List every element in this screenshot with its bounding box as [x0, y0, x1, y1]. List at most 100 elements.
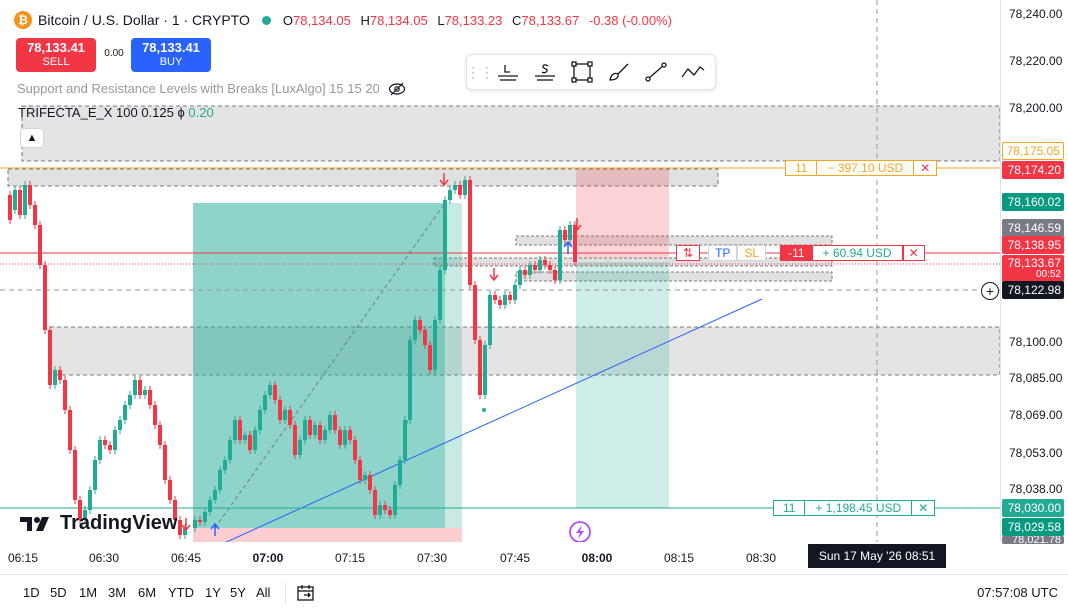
candle-body — [518, 270, 522, 285]
trifecta-params: 100 0.125 — [116, 105, 174, 120]
candle-body — [498, 300, 502, 305]
long-position-target[interactable] — [193, 203, 462, 528]
candle-body — [218, 470, 222, 490]
range-button-5d[interactable]: 5D — [50, 585, 67, 600]
symbol-legend[interactable]: ₿ Bitcoin / U.S. Dollar · 1 · CRYPTO O78… — [14, 11, 678, 29]
candle-body — [223, 460, 227, 470]
order-tag-bottom[interactable]: 11 + 1,198.45 USD ✕ — [773, 500, 936, 516]
horizontal-line-s-tool[interactable] — [528, 58, 561, 86]
candle-body — [378, 505, 382, 515]
indicator-trifecta-legend[interactable]: TRIFECTA_E_X 100 0.125 ϕ 0.20 — [18, 105, 214, 120]
price-chart[interactable] — [0, 0, 1000, 542]
drawing-toolbar: ⋮⋮ — [466, 54, 716, 90]
candle-body — [178, 520, 182, 535]
candle-body — [108, 445, 112, 450]
candle-body — [468, 180, 472, 285]
candle-body — [403, 420, 407, 460]
buy-button[interactable]: 78,133.41 BUY — [131, 38, 211, 72]
utc-clock[interactable]: 07:57:08 UTC — [977, 585, 1058, 600]
candle-body — [368, 475, 372, 490]
candlestick-series — [8, 176, 577, 539]
range-button-all[interactable]: All — [256, 585, 271, 600]
candle-body — [103, 440, 107, 445]
candle-body — [528, 265, 532, 275]
position-tag[interactable]: ⇅ TP SL -11 + 60.94 USD ✕ — [676, 245, 925, 261]
brush-tool[interactable] — [602, 58, 635, 86]
candle-body — [568, 225, 572, 240]
price-label-low: 78,029.58 — [1002, 518, 1064, 536]
candle-body — [28, 185, 32, 205]
collapse-legend-button[interactable]: ▲ — [20, 128, 44, 148]
candle-body — [8, 195, 12, 220]
close-order-icon[interactable]: ✕ — [913, 161, 936, 175]
range-button-5y[interactable]: 5Y — [230, 585, 246, 600]
bitcoin-icon: ₿ — [14, 11, 32, 29]
bottom-toolbar: 1D 5D 1M 3M 6M YTD 1Y 5Y All 07:57:08 UT… — [0, 574, 1068, 610]
time-tick: 07:00 — [252, 551, 284, 565]
candle-body — [18, 190, 22, 215]
range-button-ytd[interactable]: YTD — [168, 585, 194, 600]
trend-line-tool[interactable] — [639, 58, 672, 86]
candle-body — [288, 410, 292, 425]
break-marker-up — [210, 240, 573, 536]
long-position-stop[interactable] — [193, 528, 462, 542]
candle-body — [143, 390, 147, 395]
range-button-1d[interactable]: 1D — [23, 585, 40, 600]
sell-button[interactable]: 78,133.41 SELL — [16, 38, 96, 72]
indicator-sr-legend[interactable]: Support and Resistance Levels with Break… — [17, 81, 406, 96]
close-order-icon[interactable]: ✕ — [911, 501, 934, 515]
reverse-position-icon[interactable]: ⇅ — [676, 245, 701, 261]
trifecta-label: TRIFECTA_E_X — [18, 105, 113, 120]
range-button-1m[interactable]: 1M — [79, 585, 98, 600]
stop-loss-button[interactable]: SL — [737, 245, 767, 261]
polyline-tool[interactable] — [676, 58, 709, 86]
price-label-order: 78,174.20 — [1002, 161, 1064, 179]
short-position-target[interactable] — [576, 262, 669, 508]
price-tick: 78,069.00 — [1009, 408, 1063, 422]
rectangle-icon — [570, 61, 593, 83]
order-tag-top[interactable]: 11 − 397.10 USD ✕ — [785, 160, 938, 176]
price-tick: 78,220.00 — [1009, 54, 1063, 68]
range-button-3m[interactable]: 3M — [108, 585, 127, 600]
hidden-eye-icon[interactable] — [388, 82, 406, 96]
candle-body — [138, 380, 142, 395]
crosshair-time-label: Sun 17 May '26 08:51 — [808, 544, 946, 568]
order-qty: 11 — [786, 161, 818, 175]
drag-handle-icon[interactable]: ⋮⋮ — [466, 63, 494, 80]
horizontal-line-s-icon — [534, 64, 555, 81]
resistance-band — [7, 168, 719, 187]
add-plus-icon[interactable]: + — [981, 282, 999, 300]
range-button-1y[interactable]: 1Y — [205, 585, 221, 600]
take-profit-button[interactable]: TP — [708, 245, 738, 261]
price-tick: 78,038.00 — [1009, 482, 1063, 496]
candle-body — [118, 420, 122, 430]
buy-label: BUY — [159, 56, 183, 68]
price-label-crosshair: 78,122.98 — [1002, 281, 1064, 299]
candle-body — [83, 510, 87, 520]
chart-pane[interactable]: ₿ Bitcoin / U.S. Dollar · 1 · CRYPTO O78… — [0, 0, 1000, 542]
candle-body — [393, 485, 397, 515]
events-lightning-icon[interactable] — [569, 521, 591, 542]
candle-body — [543, 260, 547, 265]
horizontal-line-label-tool[interactable] — [491, 58, 524, 86]
short-position-stop[interactable] — [576, 168, 669, 258]
close-position-icon[interactable]: ✕ — [902, 245, 925, 261]
mini-band-2 — [433, 257, 833, 267]
candle-body — [293, 425, 297, 455]
order-pnl: + 1,198.45 USD — [815, 501, 902, 515]
position-pnl: + 60.94 USD — [812, 245, 903, 261]
calendar-go-to-icon[interactable] — [296, 583, 316, 603]
candle-body — [228, 440, 232, 460]
range-button-6m[interactable]: 6M — [138, 585, 157, 600]
candle-body — [408, 340, 412, 420]
candle-body — [68, 410, 72, 450]
trend-line[interactable] — [222, 298, 763, 542]
candle-body — [58, 370, 62, 380]
time-scale[interactable]: 06:15 06:30 06:45 07:00 07:15 07:30 07:4… — [0, 542, 1000, 574]
symbol-title[interactable]: Bitcoin / U.S. Dollar · 1 · CRYPTO — [38, 12, 250, 28]
candle-body — [443, 200, 447, 270]
candle-body — [283, 410, 287, 420]
price-scale[interactable]: 78,240.00 78,220.00 78,200.00 78,100.00 … — [1000, 0, 1068, 544]
candle-body — [353, 440, 357, 460]
rectangle-tool[interactable] — [565, 58, 598, 86]
